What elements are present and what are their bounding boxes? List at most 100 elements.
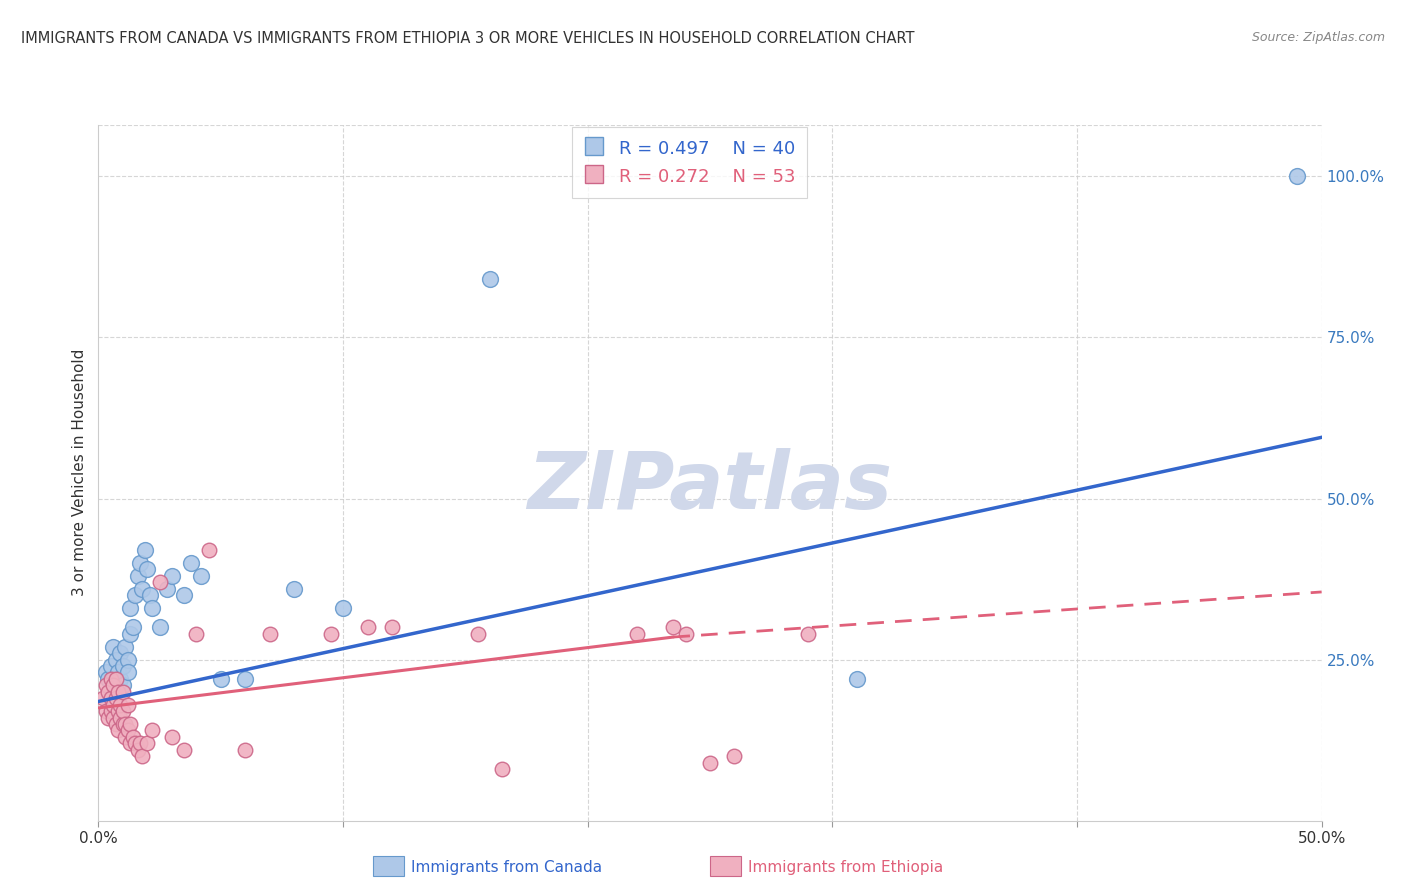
Point [845,672,868,686]
Point [124,588,146,602]
Point [186,627,208,641]
Point [149,620,172,634]
Point [97,710,120,724]
Point [160,730,183,744]
Point [117,698,139,712]
Point [107,665,129,680]
Point [120,717,142,731]
Point [491,762,513,776]
Point [141,601,163,615]
Point [117,723,139,738]
Point [233,743,256,757]
Point [91,691,114,706]
Point [626,627,648,641]
Point [197,543,219,558]
Point [190,569,212,583]
Point [104,691,127,706]
Point [127,743,149,757]
Point [173,588,195,602]
Text: IMMIGRANTS FROM CANADA VS IMMIGRANTS FROM ETHIOPIA 3 OR MORE VEHICLES IN HOUSEHO: IMMIGRANTS FROM CANADA VS IMMIGRANTS FRO… [21,31,914,46]
Point [139,588,162,602]
Point [478,272,501,286]
Point [131,749,153,764]
Point [100,659,122,673]
Point [136,562,159,576]
Point [149,575,172,590]
Point [110,646,132,660]
Point [259,627,281,641]
Text: ZIPatlas: ZIPatlas [527,448,893,525]
Point [283,582,305,596]
Point [107,678,129,692]
Point [141,723,163,738]
Point [134,543,156,558]
Point [129,736,152,750]
Point [100,691,122,706]
Text: Immigrants from Ethiopia: Immigrants from Ethiopia [748,860,943,874]
Point [97,685,120,699]
Point [662,620,685,634]
Point [100,704,122,718]
Point [120,601,142,615]
Point [136,736,159,750]
Point [114,730,136,744]
Point [101,640,124,654]
Point [107,685,129,699]
Point [94,678,117,692]
Point [94,665,117,680]
Point [332,601,354,615]
Text: Source: ZipAtlas.com: Source: ZipAtlas.com [1251,31,1385,45]
Point [1286,169,1309,184]
Point [111,659,134,673]
Point [117,652,139,666]
Point [131,582,153,596]
Point [797,627,820,641]
Point [101,710,124,724]
Point [104,717,127,731]
Point [180,556,202,570]
Point [699,756,721,770]
Point [120,627,142,641]
Point [110,710,132,724]
Point [121,620,143,634]
Point [101,678,124,692]
Point [114,717,136,731]
Legend: R = 0.497    N = 40, R = 0.272    N = 53: R = 0.497 N = 40, R = 0.272 N = 53 [572,127,807,197]
Point [107,704,129,718]
Point [111,717,134,731]
Point [675,627,697,641]
Point [124,736,146,750]
Point [160,569,183,583]
Point [467,627,489,641]
Point [100,672,122,686]
Point [319,627,342,641]
Point [121,730,143,744]
Point [209,672,232,686]
Point [101,672,124,686]
Point [233,672,256,686]
Point [104,672,127,686]
Point [111,704,134,718]
Point [173,743,195,757]
Y-axis label: 3 or more Vehicles in Household: 3 or more Vehicles in Household [72,349,87,597]
Point [120,736,142,750]
Point [110,672,132,686]
Point [107,723,129,738]
Point [111,678,134,692]
Point [381,620,404,634]
Point [156,582,179,596]
Point [97,672,120,686]
Point [114,640,136,654]
Point [356,620,378,634]
Point [129,556,152,570]
Point [101,698,124,712]
Point [104,652,127,666]
Point [111,685,134,699]
Point [104,685,127,699]
Point [723,749,745,764]
Point [127,569,149,583]
Point [94,704,117,718]
Point [110,698,132,712]
Point [117,665,139,680]
Text: Immigrants from Canada: Immigrants from Canada [411,860,602,874]
